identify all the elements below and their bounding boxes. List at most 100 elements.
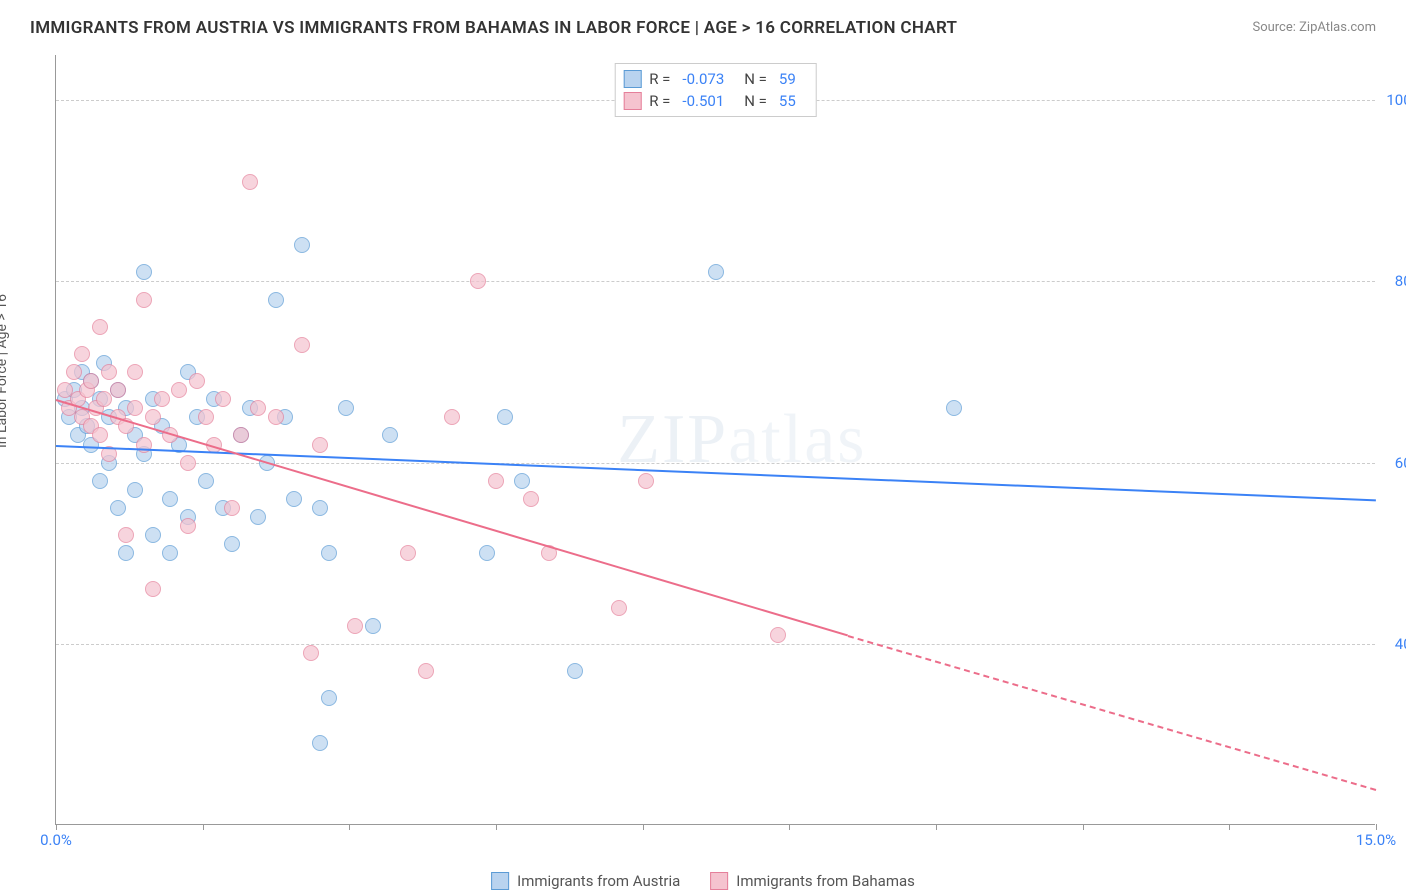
x-tick-mark bbox=[56, 824, 57, 830]
point-austria bbox=[338, 400, 354, 416]
r-label: R = bbox=[649, 70, 670, 88]
x-tick-mark bbox=[936, 824, 937, 830]
point-bahamas bbox=[268, 409, 284, 425]
point-austria bbox=[321, 545, 337, 561]
point-austria bbox=[946, 400, 962, 416]
point-bahamas bbox=[127, 400, 143, 416]
point-austria bbox=[268, 292, 284, 308]
n-value-bahamas: 55 bbox=[775, 92, 808, 110]
point-bahamas bbox=[250, 400, 266, 416]
x-tick-mark bbox=[203, 824, 204, 830]
point-bahamas bbox=[180, 455, 196, 471]
point-bahamas bbox=[418, 663, 434, 679]
r-value-bahamas: -0.501 bbox=[678, 92, 736, 110]
x-tick-mark bbox=[496, 824, 497, 830]
point-bahamas bbox=[638, 473, 654, 489]
point-austria bbox=[92, 473, 108, 489]
point-austria bbox=[708, 264, 724, 280]
point-austria bbox=[162, 545, 178, 561]
point-austria bbox=[162, 491, 178, 507]
point-bahamas bbox=[303, 645, 319, 661]
gridline-horizontal bbox=[56, 463, 1375, 464]
n-label: N = bbox=[744, 70, 767, 88]
point-bahamas bbox=[198, 409, 214, 425]
x-tick-mark bbox=[1083, 824, 1084, 830]
chart-title: IMMIGRANTS FROM AUSTRIA VS IMMIGRANTS FR… bbox=[30, 18, 957, 38]
point-bahamas bbox=[444, 409, 460, 425]
r-value-austria: -0.073 bbox=[678, 70, 736, 88]
point-austria bbox=[365, 618, 381, 634]
point-austria bbox=[312, 735, 328, 751]
point-bahamas bbox=[470, 273, 486, 289]
point-austria bbox=[286, 491, 302, 507]
point-austria bbox=[145, 527, 161, 543]
point-bahamas bbox=[611, 600, 627, 616]
point-bahamas bbox=[347, 618, 363, 634]
point-bahamas bbox=[154, 391, 170, 407]
stats-legend-box: R = -0.073 N = 59 R = -0.501 N = 55 bbox=[614, 63, 817, 117]
point-bahamas bbox=[171, 382, 187, 398]
x-tick-mark bbox=[349, 824, 350, 830]
gridline-horizontal bbox=[56, 281, 1375, 282]
y-tick-label: 40.0% bbox=[1380, 635, 1406, 653]
y-tick-label: 100.0% bbox=[1380, 91, 1406, 109]
swatch-austria bbox=[491, 872, 509, 890]
source-prefix: Source: bbox=[1252, 20, 1299, 35]
swatch-bahamas bbox=[710, 872, 728, 890]
point-bahamas bbox=[74, 346, 90, 362]
point-austria bbox=[497, 409, 513, 425]
x-tick-mark bbox=[643, 824, 644, 830]
swatch-bahamas bbox=[623, 92, 641, 110]
point-bahamas bbox=[101, 364, 117, 380]
point-austria bbox=[110, 500, 126, 516]
x-end-label: 15.0% bbox=[1356, 831, 1396, 849]
point-bahamas bbox=[224, 500, 240, 516]
point-austria bbox=[567, 663, 583, 679]
x-tick-mark bbox=[789, 824, 790, 830]
point-austria bbox=[224, 536, 240, 552]
point-bahamas bbox=[294, 337, 310, 353]
x-start-label: 0.0% bbox=[40, 831, 72, 849]
point-bahamas bbox=[145, 581, 161, 597]
point-bahamas bbox=[215, 391, 231, 407]
legend-item-austria: Immigrants from Austria bbox=[491, 872, 680, 890]
y-axis-label: In Labor Force | Age > 16 bbox=[0, 294, 10, 448]
legend-item-bahamas: Immigrants from Bahamas bbox=[710, 872, 915, 890]
x-tick-mark bbox=[1376, 824, 1377, 830]
point-austria bbox=[250, 509, 266, 525]
stats-row-bahamas: R = -0.501 N = 55 bbox=[623, 90, 808, 112]
point-bahamas bbox=[189, 373, 205, 389]
stats-row-austria: R = -0.073 N = 59 bbox=[623, 68, 808, 90]
point-austria bbox=[479, 545, 495, 561]
point-bahamas bbox=[312, 437, 328, 453]
point-austria bbox=[294, 237, 310, 253]
point-bahamas bbox=[92, 319, 108, 335]
trend-line bbox=[848, 635, 1377, 791]
point-bahamas bbox=[233, 427, 249, 443]
point-bahamas bbox=[488, 473, 504, 489]
swatch-austria bbox=[623, 70, 641, 88]
source-name: ZipAtlas.com bbox=[1299, 20, 1376, 35]
trend-line bbox=[56, 445, 1376, 501]
point-bahamas bbox=[127, 364, 143, 380]
point-austria bbox=[118, 545, 134, 561]
point-austria bbox=[321, 690, 337, 706]
point-bahamas bbox=[400, 545, 416, 561]
point-austria bbox=[136, 264, 152, 280]
y-tick-label: 60.0% bbox=[1380, 454, 1406, 472]
point-bahamas bbox=[180, 518, 196, 534]
legend-label-austria: Immigrants from Austria bbox=[517, 872, 680, 890]
point-bahamas bbox=[242, 174, 258, 190]
point-bahamas bbox=[92, 427, 108, 443]
source-attribution: Source: ZipAtlas.com bbox=[1252, 20, 1376, 35]
point-bahamas bbox=[83, 373, 99, 389]
trend-line bbox=[56, 399, 849, 636]
chart-plot-area: ZIPatlas R = -0.073 N = 59 R = -0.501 N … bbox=[55, 55, 1375, 825]
y-tick-label: 80.0% bbox=[1380, 272, 1406, 290]
n-value-austria: 59 bbox=[775, 70, 808, 88]
x-tick-mark bbox=[1229, 824, 1230, 830]
legend-label-bahamas: Immigrants from Bahamas bbox=[736, 872, 915, 890]
point-bahamas bbox=[523, 491, 539, 507]
bottom-legend: Immigrants from Austria Immigrants from … bbox=[491, 872, 915, 890]
point-austria bbox=[198, 473, 214, 489]
